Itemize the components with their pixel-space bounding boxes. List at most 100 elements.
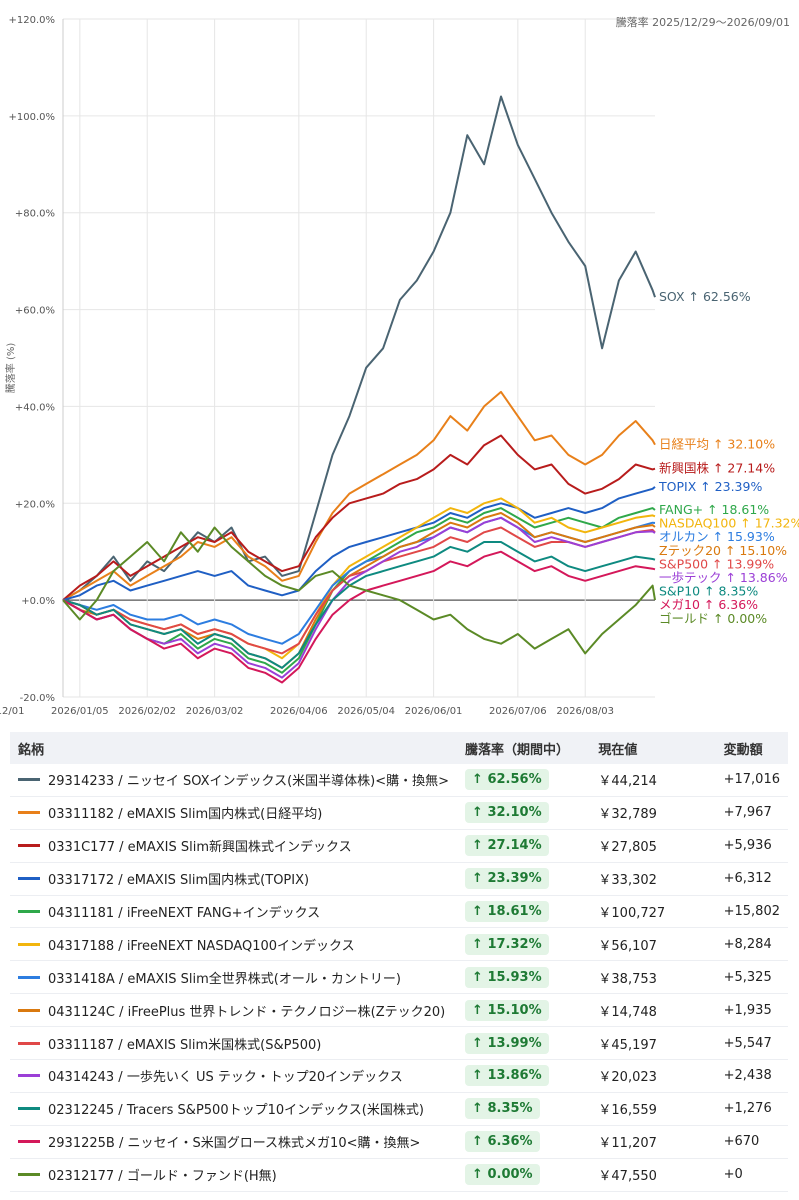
- change-amount-cell: +5,936: [715, 829, 788, 863]
- return-rate-badge: ↑ 27.14%: [465, 835, 549, 857]
- return-rate-badge: ↑ 23.39%: [465, 868, 549, 890]
- series-color-swatch: [18, 877, 40, 881]
- fund-name-wrap: 02312245 / Tracers S&P500トップ10インデックス(米国株…: [18, 1099, 449, 1118]
- header-current-value[interactable]: 現在値: [598, 742, 638, 758]
- series-end-label: S&P10 ↑ 8.35%: [659, 584, 758, 599]
- series-line: [62, 486, 656, 602]
- return-rate-badge: ↑ 17.32%: [465, 933, 549, 955]
- fund-name-cell: 2931225B / ニッセイ・S米国グロース株式メガ10<購・換無>: [10, 1125, 458, 1159]
- current-value-cell: ￥16,559: [590, 1092, 716, 1126]
- series-color-swatch: [18, 1041, 40, 1045]
- change-amount-cell: +17,016: [715, 764, 788, 797]
- table-row[interactable]: 0431124C / iFreePlus 世界トレンド・テクノロジー株(Zテック…: [10, 993, 788, 1028]
- change-amount-cell: +5,547: [715, 1026, 788, 1061]
- return-rate-cell: ↑ 18.61%: [457, 895, 591, 929]
- series-end-label: Zテック20 ↑ 15.10%: [659, 543, 787, 558]
- current-value-cell: ￥32,789: [590, 796, 716, 830]
- x-tick-label: 2026/03/02: [186, 706, 244, 717]
- return-rate-badge: ↑ 15.10%: [465, 999, 549, 1021]
- current-value-cell: ￥14,748: [590, 993, 716, 1028]
- y-tick-label: +20.0%: [15, 499, 55, 510]
- series-line: [62, 526, 656, 655]
- fund-name: 29314233 / ニッセイ SOXインデックス(米国半導体株)<購・換無>: [48, 774, 450, 790]
- series-color-swatch: [18, 778, 40, 782]
- series-color-swatch: [18, 1140, 40, 1144]
- return-rate-badge: ↑ 0.00%: [465, 1164, 540, 1186]
- series-line: [62, 434, 656, 601]
- table-row[interactable]: 02312245 / Tracers S&P500トップ10インデックス(米国株…: [10, 1092, 788, 1126]
- change-amount-cell: +0: [715, 1158, 788, 1192]
- series-color-swatch: [18, 1173, 40, 1177]
- series-color-swatch: [18, 844, 40, 848]
- fund-name-cell: 0331C177 / eMAXIS Slim新興国株式インデックス: [10, 829, 458, 863]
- series-end-label: メガ10 ↑ 6.36%: [659, 597, 758, 612]
- series-end-label: SOX ↑ 62.56%: [659, 289, 751, 304]
- fund-name-cell: 04314243 / 一歩先いく US テック・トップ20インデックス: [10, 1059, 458, 1093]
- change-amount-cell: +15,802: [715, 895, 788, 929]
- series-end-label: 新興国株 ↑ 27.14%: [659, 461, 775, 476]
- fund-name-cell: 02312245 / Tracers S&P500トップ10インデックス(米国株…: [10, 1092, 458, 1126]
- return-rate-badge: ↑ 15.93%: [465, 966, 549, 988]
- fund-name-wrap: 03311187 / eMAXIS Slim米国株式(S&P500): [18, 1034, 449, 1053]
- series-color-swatch: [18, 1107, 40, 1111]
- table-row[interactable]: 02312177 / ゴールド・ファンド(H無) ↑ 0.00% ￥47,550 +0: [10, 1158, 788, 1192]
- table-row[interactable]: 2931225B / ニッセイ・S米国グロース株式メガ10<購・換無> ↑ 6.3…: [10, 1125, 788, 1159]
- series-line: [62, 541, 656, 669]
- table-row[interactable]: 0331C177 / eMAXIS Slim新興国株式インデックス ↑ 27.14…: [10, 829, 788, 863]
- x-tick-label: 2026/08/03: [556, 706, 614, 717]
- table-row[interactable]: 0331418A / eMAXIS Slim全世界株式(オール・カントリー) ↑ …: [10, 960, 788, 995]
- change-amount-cell: +8,284: [715, 927, 788, 962]
- fund-name: 0331418A / eMAXIS Slim全世界株式(オール・カントリー): [48, 971, 401, 987]
- y-tick-label: +120.0%: [8, 15, 55, 26]
- change-amount-cell: +5,325: [715, 960, 788, 995]
- series-color-swatch: [18, 1074, 40, 1078]
- fund-name: 04314243 / 一歩先いく US テック・トップ20インデックス: [48, 1070, 403, 1086]
- series-line: [62, 390, 656, 601]
- change-amount-cell: +7,967: [715, 796, 788, 830]
- series-end-label: FANG+ ↑ 18.61%: [659, 502, 769, 517]
- series-color-swatch: [18, 910, 40, 913]
- current-value-cell: ￥100,727: [590, 895, 716, 929]
- return-rate-badge: ↑ 32.10%: [465, 802, 549, 824]
- header-change-amount[interactable]: 変動額: [723, 742, 763, 758]
- table-row[interactable]: 29314233 / ニッセイ SOXインデックス(米国半導体株)<購・換無> ↑…: [10, 764, 788, 797]
- y-tick-label: -20.0%: [20, 693, 55, 704]
- table-header-row: 銘柄 騰落率（期間中） 現在値 変動額: [10, 732, 788, 764]
- return-rate-cell: ↑ 8.35%: [457, 1092, 591, 1126]
- fund-name: 0331C177 / eMAXIS Slim新興国株式インデックス: [48, 840, 352, 856]
- fund-name-wrap: 2931225B / ニッセイ・S米国グロース株式メガ10<購・換無>: [18, 1132, 449, 1151]
- change-amount-cell: +1,276: [715, 1092, 788, 1126]
- chart-period-caption: 騰落率 2025/12/29〜2026/09/01: [616, 15, 790, 29]
- series-color-swatch: [18, 811, 40, 815]
- series-line: [62, 507, 656, 674]
- return-rate-cell: ↑ 13.99%: [457, 1026, 591, 1061]
- current-value-cell: ￥44,214: [590, 764, 716, 797]
- return-rate-badge: ↑ 13.99%: [465, 1032, 549, 1054]
- fund-name-wrap: 0431124C / iFreePlus 世界トレンド・テクノロジー株(Zテック…: [18, 1001, 449, 1020]
- series-end-label: 一歩テック ↑ 13.86%: [659, 570, 788, 585]
- series-line: [62, 497, 656, 660]
- table-row[interactable]: 03317172 / eMAXIS Slim国内株式(TOPIX) ↑ 23.39…: [10, 862, 788, 896]
- return-rate-cell: ↑ 62.56%: [457, 764, 591, 797]
- fund-name-wrap: 04311181 / iFreeNEXT FANG+インデックス: [18, 902, 449, 921]
- fund-name-wrap: 04317188 / iFreeNEXT NASDAQ100インデックス: [18, 935, 449, 954]
- header-return-rate[interactable]: 騰落率（期間中）: [465, 742, 570, 758]
- return-rate-cell: ↑ 15.93%: [457, 960, 591, 995]
- return-rate-cell: ↑ 15.10%: [457, 993, 591, 1028]
- series-color-swatch: [18, 942, 40, 946]
- return-rate-badge: ↑ 8.35%: [465, 1098, 540, 1120]
- fund-name-wrap: 02312177 / ゴールド・ファンド(H無): [18, 1165, 449, 1184]
- table-row[interactable]: 04314243 / 一歩先いく US テック・トップ20インデックス ↑ 13.…: [10, 1059, 788, 1093]
- current-value-cell: ￥11,207: [590, 1125, 716, 1159]
- table-row[interactable]: 04317188 / iFreeNEXT NASDAQ100インデックス ↑ 17…: [10, 927, 788, 962]
- fund-name: 02312177 / ゴールド・ファンド(H無): [48, 1169, 277, 1185]
- table-row[interactable]: 04311181 / iFreeNEXT FANG+インデックス ↑ 18.61%…: [10, 895, 788, 929]
- table-row[interactable]: 03311182 / eMAXIS Slim国内株式(日経平均) ↑ 32.10%…: [10, 796, 788, 830]
- table-row[interactable]: 03311187 / eMAXIS Slim米国株式(S&P500) ↑ 13.9…: [10, 1026, 788, 1061]
- header-fund-name[interactable]: 銘柄: [18, 742, 45, 758]
- series-line: [62, 512, 656, 669]
- fund-name: 0431124C / iFreePlus 世界トレンド・テクノロジー株(Zテック…: [48, 1004, 446, 1020]
- fund-name-wrap: 29314233 / ニッセイ SOXインデックス(米国半導体株)<購・換無>: [18, 770, 449, 789]
- x-tick-label: 2026/04/06: [270, 706, 328, 717]
- fund-name-cell: 0431124C / iFreePlus 世界トレンド・テクノロジー株(Zテック…: [10, 993, 458, 1028]
